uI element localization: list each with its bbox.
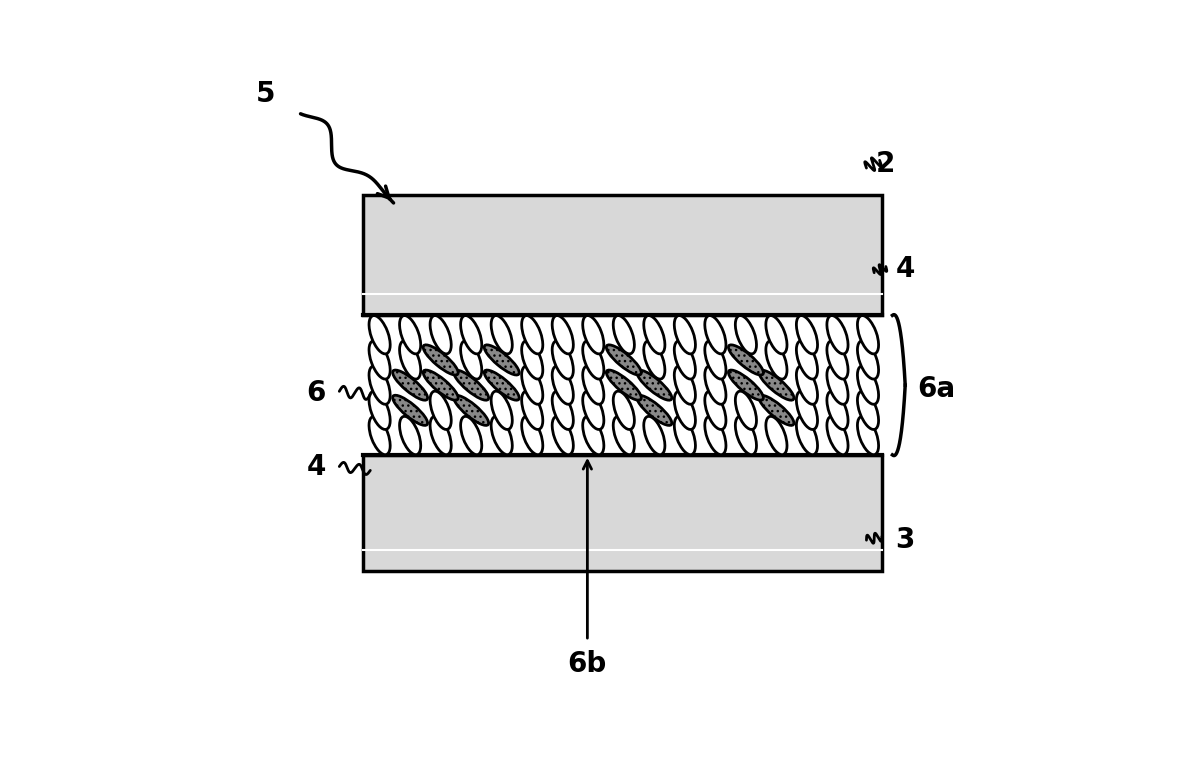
- Ellipse shape: [704, 316, 726, 354]
- Ellipse shape: [643, 341, 665, 379]
- Ellipse shape: [491, 416, 513, 454]
- Ellipse shape: [766, 316, 787, 354]
- Ellipse shape: [674, 416, 695, 454]
- Ellipse shape: [613, 416, 635, 454]
- Ellipse shape: [369, 416, 391, 454]
- Text: 6: 6: [307, 379, 326, 407]
- Ellipse shape: [858, 316, 878, 354]
- Ellipse shape: [400, 416, 420, 454]
- Ellipse shape: [582, 391, 604, 429]
- Ellipse shape: [858, 391, 878, 429]
- Ellipse shape: [858, 416, 878, 454]
- Ellipse shape: [521, 391, 543, 429]
- Ellipse shape: [393, 370, 428, 400]
- Ellipse shape: [369, 316, 391, 354]
- Ellipse shape: [423, 370, 458, 400]
- Ellipse shape: [393, 395, 428, 426]
- Ellipse shape: [637, 370, 672, 400]
- Ellipse shape: [760, 370, 794, 400]
- Ellipse shape: [797, 391, 817, 429]
- Ellipse shape: [552, 391, 574, 429]
- Ellipse shape: [430, 416, 452, 454]
- Ellipse shape: [736, 391, 756, 429]
- Ellipse shape: [491, 316, 513, 354]
- Ellipse shape: [643, 416, 665, 454]
- Ellipse shape: [521, 366, 543, 405]
- Ellipse shape: [400, 341, 420, 379]
- Ellipse shape: [521, 416, 543, 454]
- Text: 5: 5: [256, 80, 276, 108]
- Ellipse shape: [858, 366, 878, 405]
- Ellipse shape: [674, 391, 695, 429]
- Ellipse shape: [736, 416, 756, 454]
- Ellipse shape: [582, 416, 604, 454]
- Ellipse shape: [430, 316, 452, 354]
- Ellipse shape: [827, 416, 848, 454]
- Ellipse shape: [643, 316, 665, 354]
- Ellipse shape: [552, 316, 574, 354]
- Ellipse shape: [484, 345, 519, 375]
- Ellipse shape: [582, 366, 604, 405]
- Ellipse shape: [491, 391, 513, 429]
- Text: 2: 2: [876, 150, 896, 178]
- Ellipse shape: [736, 316, 756, 354]
- Ellipse shape: [797, 316, 817, 354]
- Ellipse shape: [521, 316, 543, 354]
- Ellipse shape: [728, 345, 763, 375]
- Ellipse shape: [674, 316, 695, 354]
- Bar: [363, 195, 882, 315]
- Ellipse shape: [430, 391, 452, 429]
- Ellipse shape: [766, 341, 787, 379]
- Ellipse shape: [460, 416, 482, 454]
- Ellipse shape: [369, 391, 391, 429]
- Ellipse shape: [484, 370, 519, 400]
- Ellipse shape: [582, 341, 604, 379]
- Ellipse shape: [423, 345, 458, 375]
- Ellipse shape: [400, 316, 420, 354]
- Ellipse shape: [606, 370, 641, 400]
- Ellipse shape: [460, 316, 482, 354]
- Ellipse shape: [674, 366, 695, 405]
- Ellipse shape: [797, 366, 817, 405]
- Ellipse shape: [454, 395, 489, 426]
- Ellipse shape: [552, 341, 574, 379]
- Ellipse shape: [766, 416, 787, 454]
- Ellipse shape: [704, 366, 726, 405]
- Bar: [363, 455, 882, 571]
- Ellipse shape: [369, 341, 391, 379]
- Ellipse shape: [827, 341, 848, 379]
- Ellipse shape: [552, 366, 574, 405]
- Text: 6a: 6a: [918, 375, 955, 403]
- Ellipse shape: [606, 345, 641, 375]
- Ellipse shape: [827, 316, 848, 354]
- Text: 4: 4: [307, 453, 326, 481]
- Ellipse shape: [460, 341, 482, 379]
- Ellipse shape: [613, 316, 635, 354]
- Ellipse shape: [704, 391, 726, 429]
- Ellipse shape: [760, 395, 794, 426]
- Ellipse shape: [728, 370, 763, 400]
- Ellipse shape: [454, 370, 489, 400]
- Ellipse shape: [674, 341, 695, 379]
- Ellipse shape: [582, 316, 604, 354]
- Ellipse shape: [797, 341, 817, 379]
- Ellipse shape: [858, 341, 878, 379]
- Ellipse shape: [704, 341, 726, 379]
- Ellipse shape: [369, 366, 391, 405]
- Ellipse shape: [521, 341, 543, 379]
- Ellipse shape: [552, 416, 574, 454]
- Text: 4: 4: [896, 255, 915, 283]
- Ellipse shape: [827, 366, 848, 405]
- Ellipse shape: [613, 391, 635, 429]
- Ellipse shape: [827, 391, 848, 429]
- Ellipse shape: [797, 416, 817, 454]
- Ellipse shape: [637, 395, 672, 426]
- Text: 3: 3: [896, 526, 915, 554]
- Ellipse shape: [704, 416, 726, 454]
- Text: 6b: 6b: [568, 650, 607, 678]
